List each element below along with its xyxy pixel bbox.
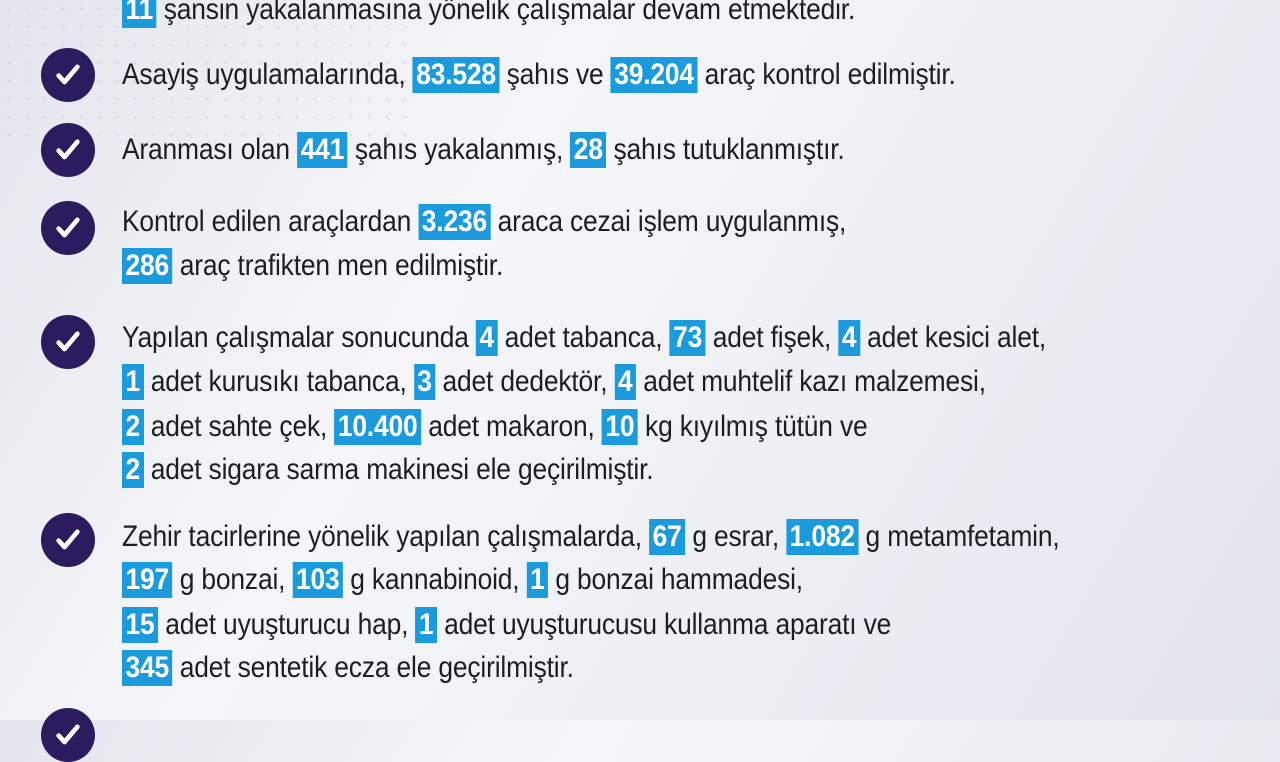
check-circle-icon bbox=[41, 315, 95, 369]
text-segment: adet sigara sarma makinesi ele geçirilmi… bbox=[143, 453, 654, 486]
bullet-text-line: 197 g bonzai, 103 g kannabinoid, 1 g bon… bbox=[122, 560, 803, 600]
text-segment: şahıs yakalanmış, bbox=[347, 133, 571, 166]
text-segment: araç kontrol edilmiştir. bbox=[697, 58, 956, 91]
text-segment: Aranması olan bbox=[122, 133, 298, 166]
check-circle-icon bbox=[41, 48, 95, 102]
text-segment: Yapılan çalışmalar sonucunda bbox=[122, 321, 476, 354]
text-segment: g kannabinoid, bbox=[343, 563, 527, 596]
text-segment: adet muhtelif kazı malzemesi, bbox=[636, 365, 986, 398]
text-segment: araç trafikten men edilmiştir. bbox=[172, 249, 504, 282]
text-segment: adet uyuşturucu hap, bbox=[158, 608, 416, 641]
highlighted-number: 83.528 bbox=[412, 57, 500, 93]
text-segment: kg kıyılmış tütün ve bbox=[637, 410, 868, 443]
highlighted-number: 4 bbox=[614, 364, 637, 400]
highlighted-number: 1 bbox=[122, 364, 144, 400]
highlighted-number: 15 bbox=[122, 607, 159, 643]
highlighted-number: 4 bbox=[838, 320, 860, 356]
text-segment: g bonzai, bbox=[172, 563, 293, 596]
text-segment: araca cezai işlem uygulanmış, bbox=[490, 205, 847, 238]
bullet-text-line: 11 şansin yakalanmasına yönelik çalışmal… bbox=[122, 0, 855, 30]
bullet-text-line: 2 adet sahte çek, 10.400 adet makaron, 1… bbox=[122, 407, 868, 447]
text-segment: Asayiş uygulamalarında, bbox=[122, 58, 413, 91]
text-segment: adet uyuşturucusu kullanma aparatı ve bbox=[436, 608, 892, 641]
check-circle-icon bbox=[41, 201, 95, 255]
highlighted-number: 2 bbox=[122, 452, 144, 488]
text-segment: adet tabanca, bbox=[497, 321, 670, 354]
highlighted-number: 1 bbox=[415, 607, 437, 643]
check-circle-icon bbox=[41, 708, 95, 762]
highlighted-number: 441 bbox=[297, 132, 348, 168]
text-segment: şansin yakalanmasına yönelik çalışmalar … bbox=[156, 0, 856, 26]
highlighted-number: 103 bbox=[292, 562, 344, 598]
highlighted-number: 3 bbox=[413, 364, 436, 400]
highlighted-number: 67 bbox=[649, 519, 686, 555]
text-segment: adet kesici alet, bbox=[859, 321, 1047, 354]
highlighted-number: 10 bbox=[601, 409, 638, 445]
bullet-text-line: Asayiş uygulamalarında, 83.528 şahıs ve … bbox=[122, 55, 956, 95]
text-segment: adet kurusıkı tabanca, bbox=[143, 365, 414, 398]
bullet-text-line: 2 adet sigara sarma makinesi ele geçiril… bbox=[122, 450, 654, 490]
bullet-text-line: Zehir tacirlerine yönelik yapılan çalışm… bbox=[122, 517, 1060, 557]
bullet-text-line: Kontrol edilen araçlardan 3.236 araca ce… bbox=[122, 202, 846, 242]
text-segment: adet dedektör, bbox=[435, 365, 615, 398]
bullet-text-line: Aranması olan 441 şahıs yakalanmış, 28 ş… bbox=[122, 130, 845, 170]
bullet-text-line: 15 adet uyuşturucu hap, 1 adet uyuşturuc… bbox=[122, 605, 891, 645]
highlighted-number: 197 bbox=[122, 562, 173, 598]
highlighted-number: 2 bbox=[122, 409, 144, 445]
bullet-text-line: 1 adet kurusıkı tabanca, 3 adet dedektör… bbox=[122, 362, 986, 402]
highlighted-number: 39.204 bbox=[610, 57, 698, 93]
text-segment: g esrar, bbox=[685, 520, 787, 553]
highlighted-number: 3.236 bbox=[418, 204, 491, 240]
text-segment: g bonzai hammadesi, bbox=[548, 563, 803, 596]
highlighted-number: 286 bbox=[122, 248, 173, 284]
check-circle-icon bbox=[41, 123, 95, 177]
text-segment: adet makaron, bbox=[421, 410, 602, 443]
highlighted-number: 10.400 bbox=[334, 409, 422, 445]
text-segment: Zehir tacirlerine yönelik yapılan çalışm… bbox=[122, 520, 650, 553]
highlighted-number: 345 bbox=[122, 650, 173, 686]
highlighted-number: 11 bbox=[122, 0, 157, 28]
text-segment: adet sentetik ecza ele geçirilmiştir. bbox=[172, 651, 574, 684]
text-segment: adet sahte çek, bbox=[143, 410, 335, 443]
bullet-text-line: 345 adet sentetik ecza ele geçirilmiştir… bbox=[122, 648, 574, 688]
highlighted-number: 1.082 bbox=[786, 519, 859, 555]
highlighted-number: 1 bbox=[526, 562, 549, 598]
highlighted-number: 4 bbox=[475, 320, 498, 356]
bullet-text-line: 286 araç trafikten men edilmiştir. bbox=[122, 246, 503, 286]
text-segment: g metamfetamin, bbox=[858, 520, 1060, 553]
check-circle-icon bbox=[41, 513, 95, 567]
text-segment: Kontrol edilen araçlardan bbox=[122, 205, 419, 238]
text-segment: adet fişek, bbox=[705, 321, 839, 354]
text-segment: şahıs ve bbox=[499, 58, 611, 91]
highlighted-number: 73 bbox=[669, 320, 706, 356]
bullet-text-line: Yapılan çalışmalar sonucunda 4 adet taba… bbox=[122, 318, 1046, 358]
highlighted-number: 28 bbox=[570, 132, 607, 168]
text-segment: şahıs tutuklanmıştır. bbox=[606, 133, 845, 166]
